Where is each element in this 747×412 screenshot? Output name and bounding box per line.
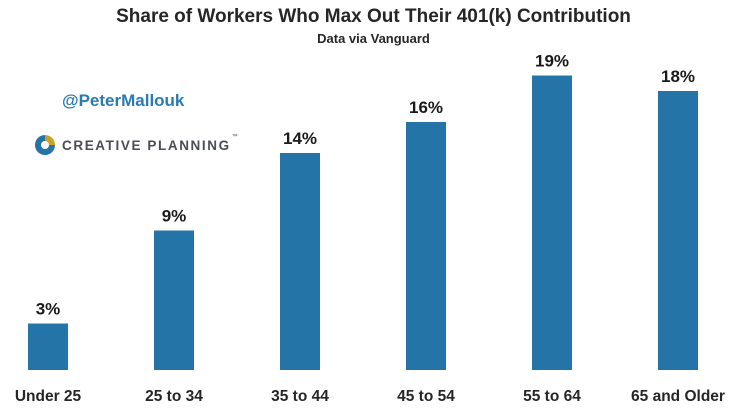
data-label-65-and-older: 18%	[661, 67, 695, 86]
creative-planning-logo-icon	[35, 135, 55, 155]
bar-35-to-44	[280, 153, 320, 370]
data-label-45-to-54: 16%	[409, 98, 443, 117]
brand-name: CREATIVE PLANNING	[62, 137, 231, 153]
x-tick-label-under-25: Under 25	[15, 388, 82, 405]
twitter-handle: @PeterMallouk	[62, 91, 185, 110]
x-tick-label-25-to-34: 25 to 34	[145, 388, 203, 405]
bar-25-to-34	[154, 230, 194, 370]
x-tick-label-65-and-older: 65 and Older	[631, 388, 725, 405]
bar-under-25	[28, 323, 68, 370]
chart-title: Share of Workers Who Max Out Their 401(k…	[116, 6, 631, 27]
brand-logo-block: CREATIVE PLANNING ™	[34, 134, 238, 156]
bar-55-to-64	[532, 75, 572, 370]
bar-45-to-54	[406, 122, 446, 370]
data-label-55-to-64: 19%	[535, 52, 569, 71]
x-tick-label-35-to-44: 35 to 44	[271, 388, 329, 405]
chart-subtitle: Data via Vanguard	[317, 31, 430, 46]
data-label-35-to-44: 14%	[283, 129, 317, 148]
x-tick-label-55-to-64: 55 to 64	[523, 388, 581, 405]
data-label-25-to-34: 9%	[162, 207, 187, 226]
data-label-under-25: 3%	[36, 300, 61, 319]
brand-trademark: ™	[231, 134, 238, 140]
bar-65-and-older	[658, 91, 698, 370]
x-tick-label-45-to-54: 45 to 54	[397, 388, 455, 405]
